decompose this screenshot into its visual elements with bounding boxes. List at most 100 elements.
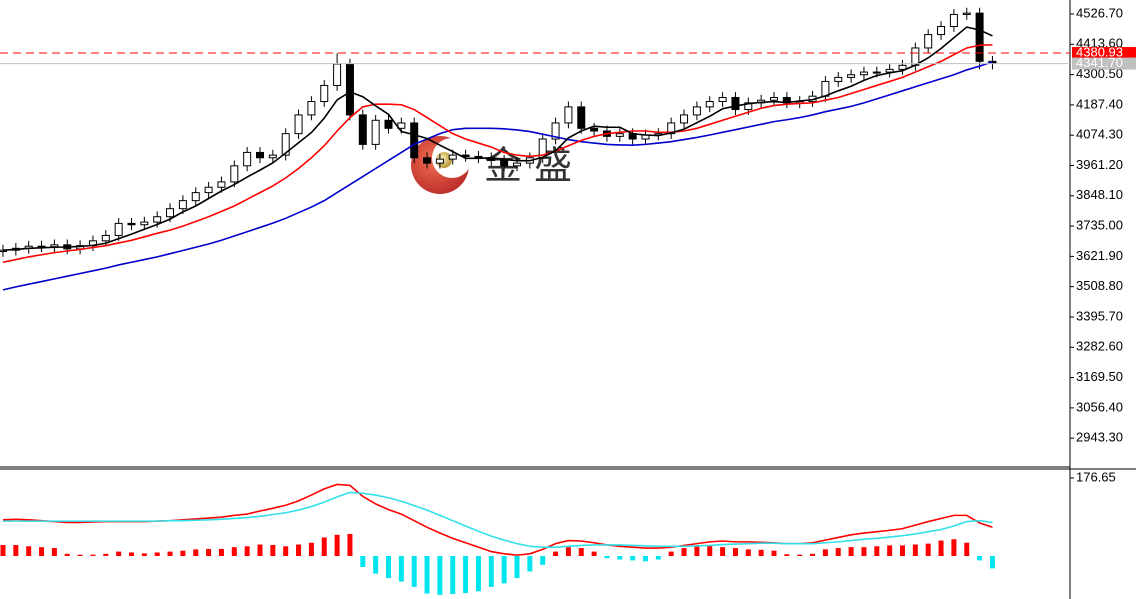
histogram-bar — [475, 556, 481, 592]
histogram-bar — [540, 556, 546, 565]
candle-body — [924, 34, 933, 49]
histogram-bar — [938, 540, 944, 556]
histogram-bar — [835, 548, 841, 556]
histogram-bar — [797, 554, 803, 556]
y-tick-label: 176.65 — [1076, 469, 1116, 484]
candle-body — [847, 74, 856, 78]
y-tick-label: 3961.20 — [1076, 157, 1123, 172]
y-tick-label: 3056.40 — [1076, 399, 1123, 414]
candle-body — [718, 97, 727, 103]
histogram-bar — [643, 556, 648, 562]
histogram-bar — [887, 545, 893, 556]
histogram-bar — [912, 544, 918, 556]
histogram-bar — [386, 556, 391, 579]
candle-body — [448, 154, 457, 160]
histogram-bar — [617, 556, 623, 560]
histogram-bar — [822, 549, 828, 556]
histogram-bar — [655, 556, 661, 560]
histogram-bar — [758, 549, 764, 556]
price-label: 4341.70 — [1076, 55, 1123, 70]
candle-body — [384, 119, 393, 129]
candle-body — [680, 114, 689, 124]
histogram-bar — [553, 551, 559, 556]
candle-body — [962, 12, 971, 15]
histogram-bar — [874, 546, 880, 556]
candle-body — [307, 101, 316, 116]
histogram-bar — [424, 556, 430, 594]
candle-body — [243, 151, 252, 167]
histogram-bar — [630, 556, 636, 561]
histogram-bar — [964, 542, 970, 556]
histogram-bar — [90, 554, 96, 556]
y-tick-label: 3395.70 — [1076, 308, 1123, 323]
histogram-bar — [270, 544, 276, 556]
histogram-bar — [244, 546, 250, 556]
histogram-bar — [64, 553, 70, 556]
histogram-bar — [732, 548, 738, 556]
histogram-bar — [527, 556, 533, 572]
candle-body — [898, 64, 907, 70]
histogram-bar — [925, 543, 931, 556]
histogram-bar — [321, 537, 327, 556]
histogram-bar — [398, 556, 404, 582]
histogram-bar — [848, 547, 854, 556]
candle-body — [834, 76, 843, 82]
histogram-bar — [0, 544, 6, 556]
candle-body — [911, 47, 920, 66]
y-tick-label: 3508.80 — [1076, 278, 1123, 293]
histogram-bar — [308, 542, 314, 556]
histogram-bar — [347, 533, 353, 556]
histogram-bar — [231, 547, 237, 556]
candle-body — [371, 119, 380, 145]
candle-body — [423, 157, 432, 164]
candle-body — [101, 234, 110, 242]
histogram-bar — [141, 553, 147, 556]
histogram-bar — [784, 554, 790, 556]
histogram-bar — [13, 544, 19, 556]
histogram-bar — [745, 549, 751, 556]
y-tick-label: 4300.50 — [1076, 66, 1123, 81]
histogram-bar — [103, 553, 109, 556]
candle-body — [872, 71, 881, 74]
histogram-bar — [450, 556, 456, 594]
y-tick-label: 4526.70 — [1076, 5, 1123, 20]
indicator-line — [2, 61, 993, 291]
histogram-bar — [668, 551, 674, 556]
histogram-bar — [193, 549, 199, 556]
candle-body — [590, 127, 599, 132]
candle-body — [127, 222, 136, 226]
histogram-bar — [373, 556, 379, 574]
histogram-bar — [989, 556, 995, 569]
candle-body — [320, 84, 329, 103]
candle-body — [345, 63, 354, 116]
histogram-bar — [488, 556, 494, 587]
candle-body — [731, 97, 740, 111]
candle-body — [949, 13, 958, 28]
histogram-bar — [771, 550, 777, 556]
candle-body — [256, 151, 264, 159]
histogram-bar — [218, 548, 224, 556]
candle-body — [178, 200, 187, 210]
histogram-bar — [116, 551, 122, 556]
candle-body — [937, 26, 946, 36]
indicator-line — [3, 491, 993, 548]
candle-body — [859, 71, 868, 76]
candle-body — [975, 12, 984, 62]
candle-body — [358, 114, 367, 145]
histogram-bar — [129, 552, 134, 556]
candle-body — [513, 162, 521, 167]
y-tick-label: 4074.30 — [1076, 127, 1123, 142]
candle-body — [770, 97, 778, 101]
histogram-bar — [51, 548, 57, 556]
candle-body — [140, 221, 149, 226]
histogram-bar — [283, 546, 289, 556]
candle-body — [204, 186, 213, 194]
candle-body — [333, 63, 342, 86]
histogram-bar — [900, 545, 905, 556]
y-tick-label: 2943.30 — [1076, 430, 1123, 445]
candle-body — [564, 106, 573, 124]
histogram-bar — [296, 544, 302, 556]
y-tick-label: 3621.90 — [1076, 248, 1123, 263]
